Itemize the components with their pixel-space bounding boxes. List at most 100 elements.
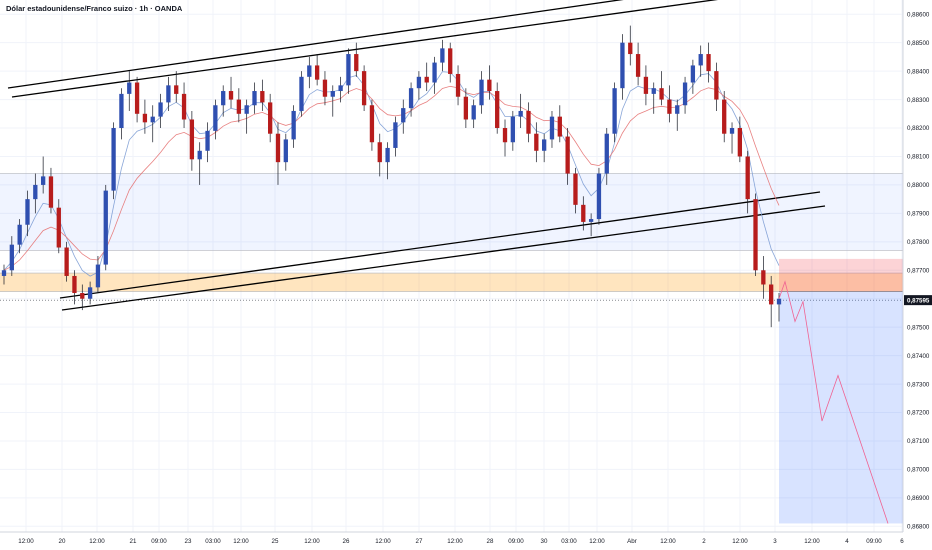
candle-bullish [1, 270, 7, 276]
candle-bearish [722, 99, 727, 134]
candle-bullish [596, 173, 602, 220]
candle-bearish [581, 204, 586, 222]
candle-bearish [769, 284, 774, 305]
chart-title: Dólar estadounidense/Franco suizo · 1h ·… [6, 4, 183, 13]
channel-upper-line-1[interactable] [7, 0, 640, 89]
x-tick-label: 12:00 [660, 538, 676, 545]
candle-bearish [354, 54, 359, 72]
candle-bullish [307, 65, 312, 77]
candle-bullish [541, 139, 547, 151]
candle-bullish [651, 88, 656, 94]
channel-upper-line-2[interactable] [11, 0, 735, 98]
candle-bullish [150, 116, 155, 123]
x-tick-label: 12:00 [804, 538, 820, 545]
candle-bullish [729, 128, 735, 134]
candle-bearish [134, 82, 140, 114]
candle-bearish [667, 99, 672, 114]
projection-path [778, 280, 889, 524]
y-tick-label: 0,87000 [907, 467, 930, 474]
candle-bearish [181, 93, 187, 120]
x-tick-label: 12:00 [233, 538, 249, 545]
candle-bullish [299, 76, 304, 111]
x-tick-label: Abr [627, 538, 637, 545]
candle-bearish [753, 199, 758, 271]
candle-bearish [643, 76, 649, 94]
y-tick-label: 0,88000 [907, 182, 930, 189]
candle-bearish [557, 116, 562, 137]
x-tick-label: 12:00 [589, 538, 605, 545]
candle-bearish [573, 173, 578, 205]
candle-bearish [377, 142, 382, 163]
candle-bullish [330, 91, 335, 97]
candle-bullish [158, 102, 163, 117]
candle-bullish [103, 190, 108, 265]
x-tick-label: 27 [416, 538, 423, 545]
y-tick-label: 0,87400 [907, 353, 930, 360]
candle-bullish [252, 91, 257, 106]
x-tick-label: 09:00 [508, 538, 524, 545]
y-tick-label: 0,87300 [907, 381, 930, 388]
candles [1, 25, 782, 328]
candle-bullish [690, 65, 696, 83]
candle-bullish [9, 244, 14, 271]
candle-bullish [197, 150, 202, 160]
candle-bullish [111, 128, 116, 191]
candle-bullish [510, 116, 515, 143]
candle-bearish [72, 275, 77, 294]
x-tick-label: 26 [343, 538, 350, 545]
stop-loss-zone [779, 258, 903, 292]
candle-bearish [275, 133, 281, 163]
x-tick-label: 12:00 [732, 538, 748, 545]
candle-bearish [48, 176, 54, 208]
candle-bullish [698, 54, 703, 66]
candle-bearish [322, 79, 328, 97]
candle-bullish [346, 54, 351, 86]
short-position-tool[interactable] [779, 258, 903, 524]
x-tick-label: 09:00 [151, 538, 167, 545]
y-tick-label: 0,87100 [907, 438, 930, 445]
x-tick-label: 12:00 [375, 538, 391, 545]
y-tick-label: 0,88300 [907, 97, 930, 104]
candle-bearish [424, 76, 429, 83]
channel-lower-line-2[interactable] [61, 205, 826, 311]
candle-bullish [549, 116, 555, 140]
trendlines[interactable] [7, 0, 826, 311]
y-tick-label: 0,87800 [907, 239, 930, 246]
candle-bullish [166, 85, 171, 103]
x-tick-label: 09:00 [866, 538, 882, 545]
x-tick-label: 20 [59, 538, 66, 545]
channel-lower-line-1[interactable] [59, 191, 821, 299]
candle-bullish [213, 105, 218, 131]
candle-bullish [432, 62, 437, 83]
candle-bearish [463, 96, 469, 120]
ema-slow-line [3, 85, 780, 271]
x-tick-label: 12:00 [18, 538, 34, 545]
x-tick-label: 03:00 [561, 538, 577, 545]
candle-bullish [479, 79, 484, 106]
candle-bullish [385, 147, 390, 163]
x-tick-label: 6 [900, 538, 904, 545]
x-tick-label: 2 [702, 538, 706, 545]
candle-bearish [455, 73, 461, 97]
y-tick-label: 0,87700 [907, 267, 930, 274]
candle-bullish [675, 105, 680, 114]
candle-bullish [776, 298, 782, 305]
x-axis[interactable]: 12:00 20 12:00 21 09:00 23 03:00 12:00 25 12:00 26… [0, 531, 904, 545]
candle-bearish [236, 99, 242, 114]
candle-bullish [440, 48, 445, 63]
candle-bullish [119, 93, 124, 129]
moving-averages [3, 71, 780, 277]
candle-bullish [416, 76, 422, 89]
candle-bearish [56, 207, 61, 248]
x-tick-label: 12:00 [89, 538, 105, 545]
y-axis[interactable]: 0,88600 0,88500 0,88400 0,88300 0,88200 0,881… [902, 0, 930, 532]
candle-bullish [612, 88, 617, 134]
current-price-tag: 0,87595 [904, 295, 932, 306]
candle-bullish [244, 105, 249, 114]
candle-bearish [64, 247, 69, 276]
y-tick-label: 0,86900 [907, 495, 930, 502]
candle-bearish [628, 42, 633, 55]
candle-bearish [526, 110, 531, 134]
x-tick-label: 23 [185, 538, 192, 545]
